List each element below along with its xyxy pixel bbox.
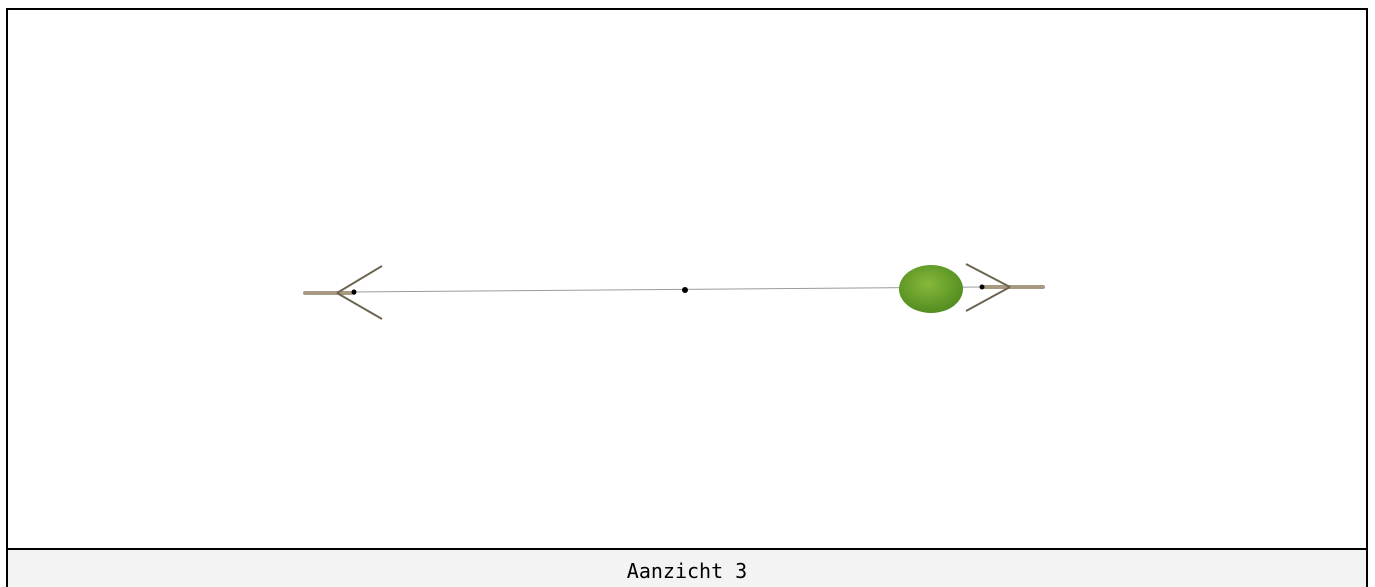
3d-viewport <box>6 8 1368 548</box>
left-strut <box>336 292 383 320</box>
right-strut <box>965 286 1011 312</box>
left-point <box>351 289 357 295</box>
left-strut <box>336 265 383 294</box>
ball <box>899 265 963 313</box>
view-label: Aanzicht 3 <box>6 548 1368 587</box>
right-point <box>979 284 985 290</box>
right-strut <box>965 263 1011 288</box>
net-line <box>353 286 983 293</box>
scene <box>303 263 1045 320</box>
center-point <box>682 287 688 293</box>
